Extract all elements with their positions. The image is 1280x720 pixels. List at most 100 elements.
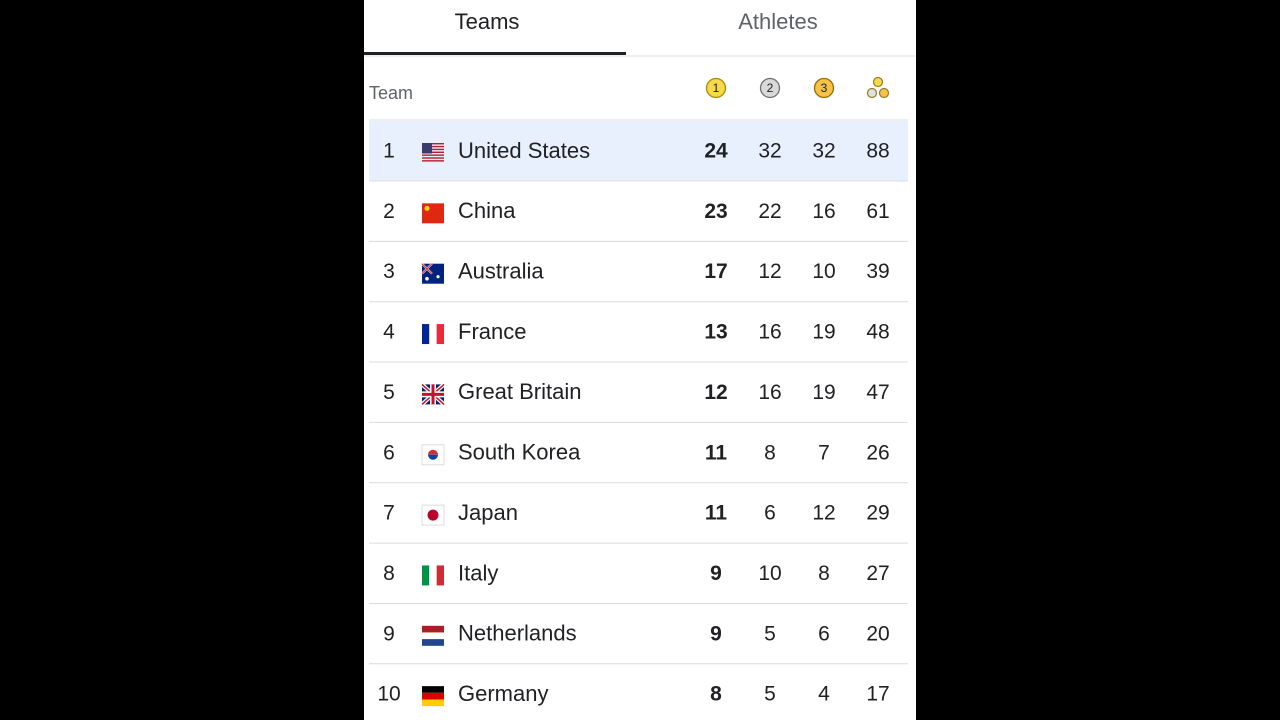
bronze-count: 32 bbox=[812, 140, 835, 163]
flag-part bbox=[422, 692, 444, 700]
table-row: 1 United States 24 32 32 88 bbox=[369, 121, 908, 182]
team-name: Australia bbox=[458, 259, 544, 284]
gold-count: 9 bbox=[710, 622, 722, 645]
flag-part bbox=[429, 324, 437, 345]
table-row: 2 China 23 22 16 61 bbox=[369, 198, 908, 242]
total-icon bbox=[866, 76, 890, 99]
total-count: 47 bbox=[866, 381, 889, 404]
rank: 5 bbox=[383, 381, 395, 404]
gold-count: 11 bbox=[705, 441, 728, 464]
silver-count: 12 bbox=[758, 260, 781, 283]
rank: 2 bbox=[383, 200, 395, 223]
flag-icon bbox=[422, 143, 444, 162]
row-highlight bbox=[369, 121, 908, 181]
total-count: 61 bbox=[866, 200, 889, 223]
medal-gold-icon: 1 bbox=[705, 77, 727, 99]
panel bbox=[364, 0, 916, 720]
flag-part bbox=[429, 565, 437, 586]
flag-part bbox=[424, 205, 430, 211]
rank: 4 bbox=[383, 321, 395, 344]
flag-part bbox=[422, 203, 444, 224]
total-count: 17 bbox=[866, 683, 889, 706]
team-name: China bbox=[458, 198, 516, 223]
silver-count: 5 bbox=[764, 683, 776, 706]
flag-part bbox=[425, 276, 429, 281]
total-count: 20 bbox=[866, 622, 889, 645]
gold-count: 11 bbox=[705, 502, 728, 525]
rank: 8 bbox=[383, 562, 395, 585]
total-count: 29 bbox=[866, 502, 889, 525]
table-row: 4 France 13 16 19 48 bbox=[369, 319, 908, 363]
rank: 1 bbox=[383, 140, 395, 163]
flag-icon bbox=[421, 262, 444, 284]
flag-part bbox=[422, 148, 444, 151]
bronze-count: 19 bbox=[812, 381, 835, 404]
flag-part bbox=[422, 143, 444, 145]
tab-indicator bbox=[364, 52, 626, 55]
total-count: 39 bbox=[866, 260, 889, 283]
flag-icon bbox=[420, 382, 446, 406]
table-row: 5 Great Britain 12 16 19 47 bbox=[369, 379, 908, 423]
flag-icon bbox=[421, 444, 445, 466]
flag-icon bbox=[421, 504, 445, 526]
team-name: France bbox=[458, 319, 526, 344]
flag-part bbox=[422, 154, 444, 156]
bronze-count: 7 bbox=[818, 441, 830, 464]
bronze-count: 19 bbox=[812, 321, 835, 344]
flag-part bbox=[422, 324, 430, 345]
flag-part bbox=[428, 449, 438, 455]
rank: 9 bbox=[383, 622, 395, 645]
flag-part bbox=[421, 263, 433, 275]
bronze-count: 12 bbox=[812, 502, 835, 525]
flag-part bbox=[422, 686, 444, 693]
flag-icon bbox=[422, 203, 444, 224]
flag-part bbox=[428, 454, 438, 460]
flag-part bbox=[422, 157, 444, 159]
bronze-count: 6 bbox=[818, 622, 830, 645]
bronze-count: 16 bbox=[812, 200, 835, 223]
flag-icon bbox=[422, 686, 444, 707]
rank: 7 bbox=[383, 502, 395, 525]
medal-silver-icon: 2 bbox=[759, 77, 781, 99]
total-count: 26 bbox=[866, 441, 889, 464]
flag-part bbox=[422, 145, 444, 148]
gold-count: 24 bbox=[704, 140, 728, 163]
rows: 1 United States 24 32 32 882 China 23 22 16 613 Aus… bbox=[369, 121, 908, 707]
medal-label: 2 bbox=[767, 81, 774, 95]
team-name: United States bbox=[458, 138, 590, 163]
silver-count: 6 bbox=[764, 502, 776, 525]
tab-teams[interactable]: Teams bbox=[455, 9, 520, 34]
flag-part bbox=[422, 384, 444, 405]
table-row: 8 Italy 9 10 8 27 bbox=[369, 560, 908, 604]
medal-label: 1 bbox=[713, 81, 720, 95]
bronze-count: 8 bbox=[818, 562, 830, 585]
gold-count: 23 bbox=[704, 200, 727, 223]
rank: 3 bbox=[383, 260, 395, 283]
table-row: 9 Netherlands 9 5 6 20 bbox=[369, 621, 908, 665]
flag-icon bbox=[422, 565, 444, 586]
flag-part bbox=[436, 565, 444, 586]
table-row: 6 South Korea 11 8 7 26 bbox=[369, 440, 908, 484]
team-name: Italy bbox=[458, 560, 498, 585]
silver-count: 16 bbox=[758, 321, 781, 344]
tab-athletes[interactable]: Athletes bbox=[738, 9, 818, 34]
silver-count: 32 bbox=[758, 140, 781, 163]
silver-count: 22 bbox=[758, 200, 781, 223]
team-name: South Korea bbox=[458, 440, 581, 465]
silver-count: 5 bbox=[764, 622, 776, 645]
flag-icon bbox=[422, 324, 444, 345]
total-count: 88 bbox=[866, 140, 889, 163]
gold-count: 17 bbox=[704, 260, 727, 283]
table-row: 7 Japan 11 6 12 29 bbox=[369, 500, 908, 544]
rank: 6 bbox=[383, 441, 395, 464]
bronze-count: 10 bbox=[812, 260, 835, 283]
bronze-count: 4 bbox=[818, 683, 830, 706]
gold-count: 12 bbox=[704, 381, 727, 404]
flag-part bbox=[436, 275, 440, 279]
team-name: Great Britain bbox=[458, 379, 582, 404]
total-count: 48 bbox=[866, 321, 889, 344]
medal-label: 3 bbox=[821, 81, 828, 95]
flag-part bbox=[422, 151, 444, 153]
silver-count: 16 bbox=[758, 381, 781, 404]
